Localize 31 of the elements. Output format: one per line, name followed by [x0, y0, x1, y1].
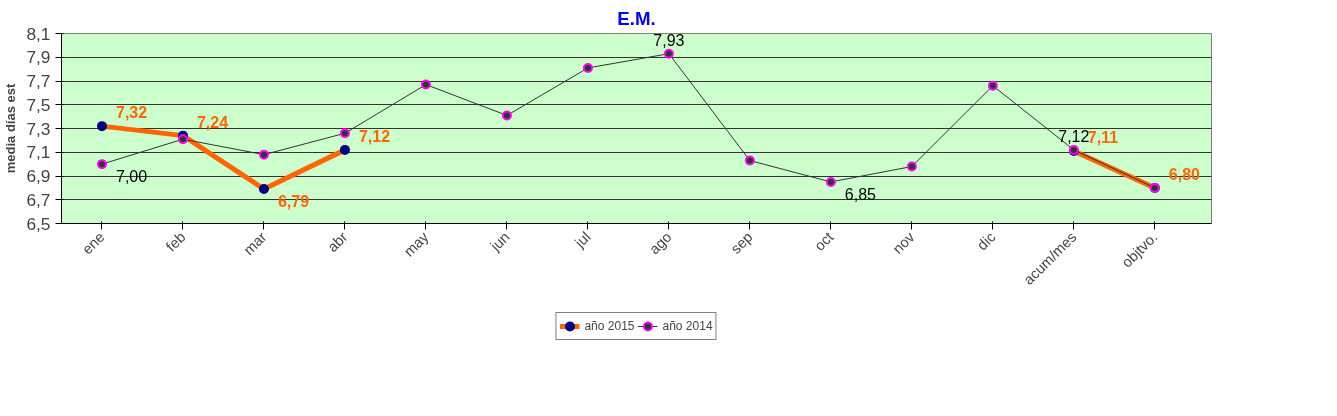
x-tick-label: ene	[79, 228, 108, 258]
y-tick-label: 8,1	[26, 23, 51, 44]
y-tick-label: 6,5	[26, 213, 51, 234]
x-tick-label: feb	[162, 228, 189, 255]
data-label: 6,85	[844, 185, 877, 203]
x-tick-label: dic	[973, 228, 999, 254]
x-tick-label: ago	[645, 228, 675, 258]
y-axis-title: media días est	[3, 83, 19, 174]
data-label: 7,12	[358, 127, 391, 145]
data-label: 7,93	[653, 31, 685, 49]
data-label: 7,24	[196, 113, 229, 131]
legend-label: año 2015	[584, 319, 635, 333]
data-label: 7,11	[1087, 129, 1119, 147]
legend-label: año 2014	[662, 319, 713, 333]
x-tick-label: sep	[727, 228, 756, 257]
data-label: 7,12	[1058, 127, 1090, 145]
x-tick-label: abr	[324, 228, 351, 256]
x-tick-label: jul	[571, 228, 594, 252]
x-tick-label: oct	[811, 228, 837, 254]
y-tick-label: 6,7	[26, 189, 51, 210]
chart-title: E.M.	[617, 7, 656, 29]
y-tick-label: 7,7	[26, 71, 51, 91]
x-tick-label: nov	[889, 228, 918, 257]
x-tick-label: jun	[486, 228, 513, 255]
data-label: 7,32	[115, 104, 148, 122]
y-tick-label: 7,3	[26, 118, 51, 139]
y-tick-label: 6,9	[26, 166, 51, 186]
x-tick-label: mar	[240, 228, 270, 258]
y-tick-label: 7,5	[26, 94, 51, 115]
y-tick-label: 7,1	[26, 142, 51, 163]
y-tick-label: 7,9	[26, 47, 51, 68]
